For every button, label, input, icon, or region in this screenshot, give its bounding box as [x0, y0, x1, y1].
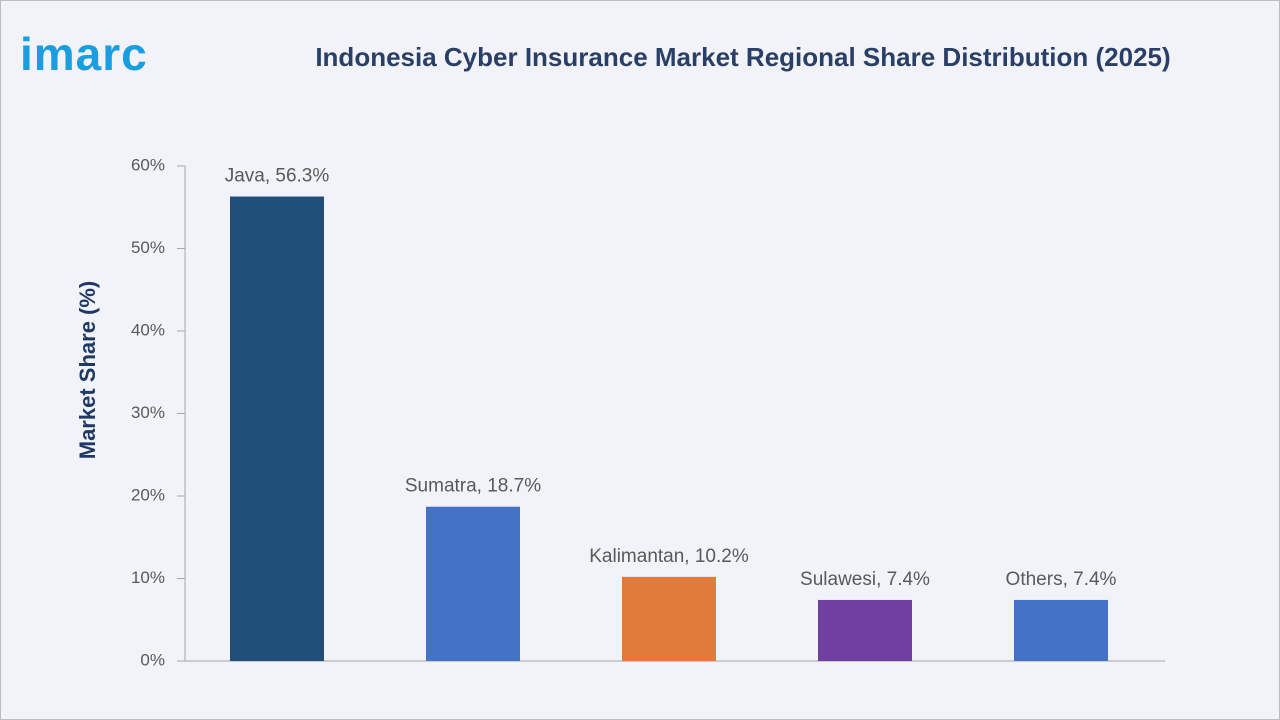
bar [818, 599, 912, 661]
logo: imarc [20, 28, 148, 80]
chart-title: Indonesia Cyber Insurance Market Regiona… [315, 42, 1170, 72]
data-label: Sumatra, 18.7% [405, 476, 541, 497]
data-label: Java, 56.3% [225, 166, 330, 187]
data-label: Kalimantan, 10.2% [589, 546, 749, 567]
y-tick-label: 20% [131, 485, 165, 504]
bar [1014, 599, 1108, 661]
bar [426, 506, 520, 661]
bar [622, 576, 716, 661]
y-tick-label: 60% [131, 155, 165, 174]
y-tick-label: 50% [131, 238, 165, 257]
y-tick-label: 10% [131, 568, 165, 587]
y-tick-label: 30% [131, 403, 165, 422]
data-label: Others, 7.4% [1006, 569, 1117, 590]
data-label: Sulawesi, 7.4% [800, 569, 930, 590]
y-tick-label: 40% [131, 320, 165, 339]
y-axis-label: Market Share (%) [75, 281, 100, 460]
y-tick-label: 0% [140, 650, 165, 669]
bar [230, 196, 324, 661]
